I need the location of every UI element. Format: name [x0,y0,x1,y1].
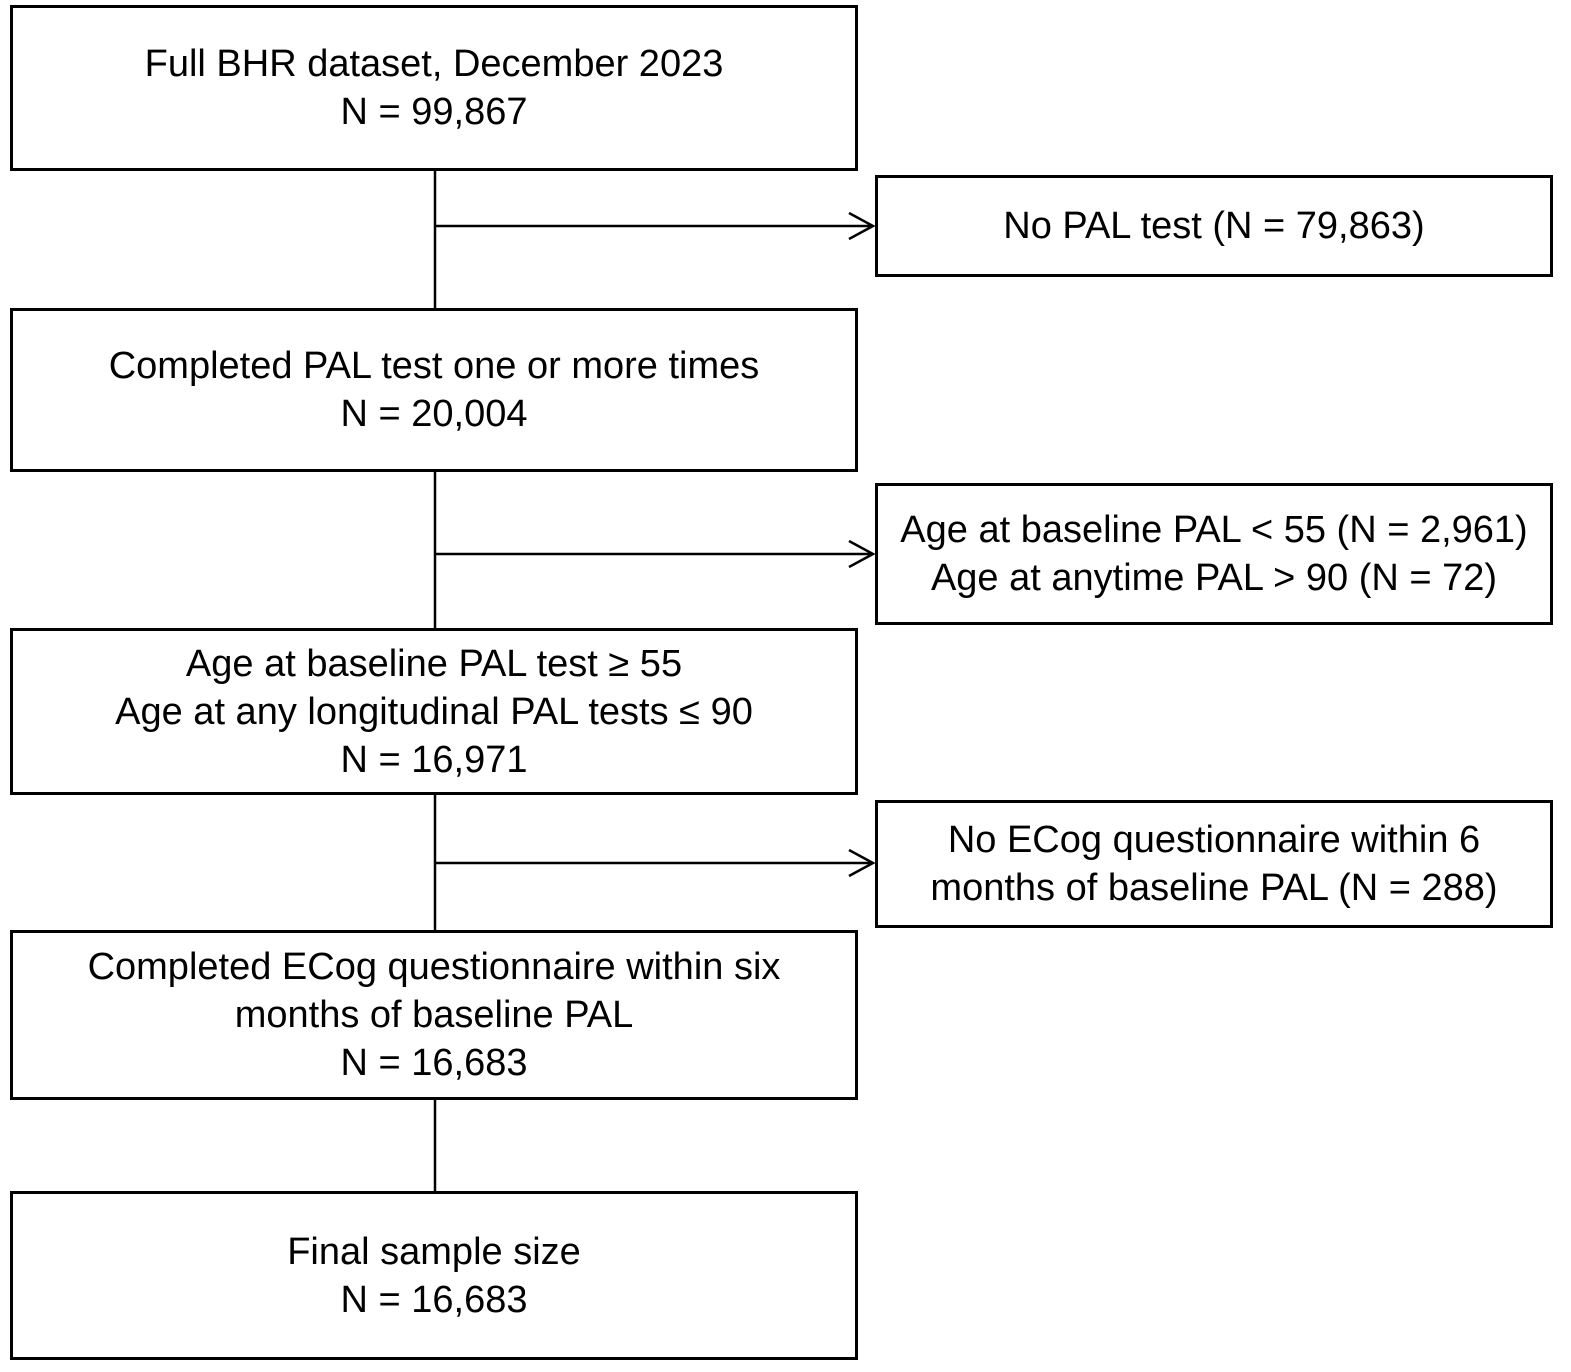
box-text-line: Final sample size [287,1230,581,1273]
box-text-line: N = 20,004 [340,393,528,435]
box-text-line: Age at baseline PAL < 55 (N = 2,961) [900,509,1528,551]
box-excluded-no-pal: No PAL test (N = 79,863) [875,175,1553,277]
box-text-line: Completed ECog questionnaire within six [87,946,781,988]
box-text-line: months of baseline PAL (N = 288) [930,867,1498,909]
arrowhead-to-age-excluded-icon [848,539,876,569]
arrowhead-to-no-ecog-icon [848,848,876,878]
box-text-line: N = 16,683 [340,1042,528,1084]
box-text-line: Age at baseline PAL test ≥ 55 [185,642,683,685]
box-full-bhr-dataset: Full BHR dataset, December 2023 N = 99,8… [10,5,858,171]
box-text-line: Full BHR dataset, December 2023 [144,43,724,85]
box-text-line: N = 16,683 [340,1278,528,1321]
box-age-inclusion: Age at baseline PAL test ≥ 55 Age at any… [10,628,858,795]
box-final-sample: Final sample size N = 16,683 [10,1191,858,1360]
box-text-line: N = 99,867 [340,91,528,133]
box-text-line: months of baseline PAL [234,994,634,1036]
box-completed-pal: Completed PAL test one or more times N =… [10,308,858,472]
arrowhead-to-no-pal-icon [848,211,876,241]
box-text-line: No PAL test (N = 79,863) [1003,205,1425,247]
box-text-line: No ECog questionnaire within 6 [947,819,1481,861]
box-text-line: Completed PAL test one or more times [108,345,760,387]
box-excluded-age: Age at baseline PAL < 55 (N = 2,961) Age… [875,483,1553,625]
box-excluded-no-ecog: No ECog questionnaire within 6 months of… [875,800,1553,928]
box-text-line: Age at anytime PAL > 90 (N = 72) [930,557,1498,599]
box-text-line: N = 16,971 [340,738,528,781]
box-completed-ecog: Completed ECog questionnaire within six … [10,930,858,1100]
box-text-line: Age at any longitudinal PAL tests ≤ 90 [115,690,753,733]
